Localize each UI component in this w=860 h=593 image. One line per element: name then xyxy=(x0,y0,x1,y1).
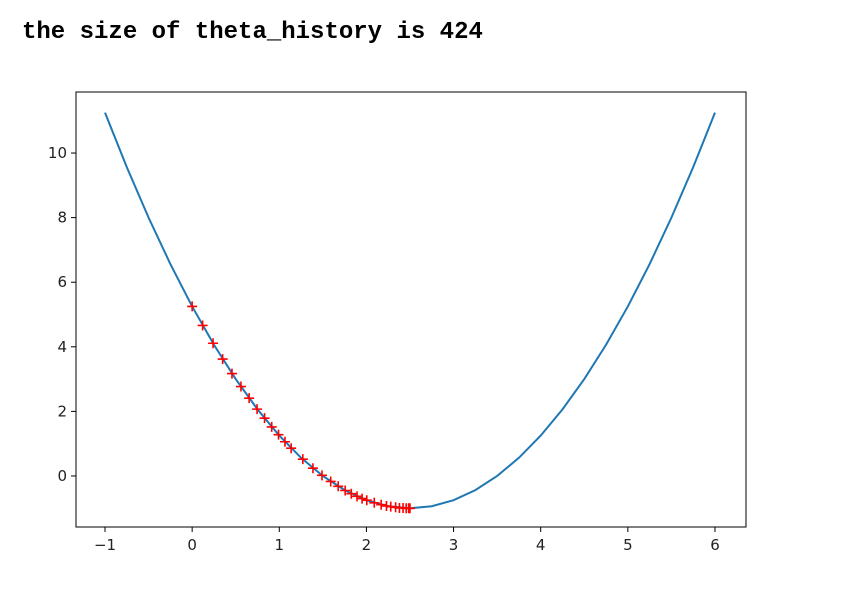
marker xyxy=(316,470,327,481)
marker xyxy=(252,404,263,415)
x-tick-label: 6 xyxy=(710,536,720,554)
x-tick-label: 4 xyxy=(536,536,546,554)
marker xyxy=(325,476,336,487)
marker xyxy=(266,421,277,432)
marker xyxy=(187,301,198,312)
marker xyxy=(333,481,344,492)
y-tick-label: 6 xyxy=(57,273,67,291)
marker xyxy=(361,495,372,506)
marker xyxy=(244,393,255,404)
marker xyxy=(259,413,270,424)
axes-frame xyxy=(75,91,747,528)
marker xyxy=(197,320,208,331)
marker xyxy=(279,436,290,447)
marker xyxy=(369,497,380,508)
marker xyxy=(307,463,318,474)
marker xyxy=(235,381,246,392)
x-tick-label: 1 xyxy=(275,536,285,554)
marker xyxy=(273,429,284,440)
marker xyxy=(208,338,219,349)
x-tick-label: −1 xyxy=(94,536,116,554)
x-tick-label: 0 xyxy=(187,536,197,554)
y-tick-label: 8 xyxy=(57,209,67,227)
x-tick-label: 2 xyxy=(362,536,372,554)
marker xyxy=(352,491,363,502)
marker xyxy=(376,499,387,510)
x-tick-label: 3 xyxy=(449,536,459,554)
x-tick-label: 5 xyxy=(623,536,633,554)
y-tick-label: 10 xyxy=(48,144,67,162)
marker xyxy=(357,493,368,504)
y-tick-label: 2 xyxy=(57,402,67,420)
cell-output: the size of theta_history is 424 xyxy=(22,19,483,46)
y-tick-label: 0 xyxy=(57,467,67,485)
marker xyxy=(404,503,415,514)
chart: −1 0 1 2 3 4 5 6 0 2 4 6 8 10 xyxy=(48,112,720,554)
marker xyxy=(217,354,228,365)
curve xyxy=(104,112,716,510)
marker xyxy=(286,443,297,454)
y-tick-label: 4 xyxy=(57,338,67,356)
marker xyxy=(340,485,351,496)
marker xyxy=(226,368,237,379)
marker xyxy=(346,488,357,499)
marker xyxy=(297,454,308,465)
